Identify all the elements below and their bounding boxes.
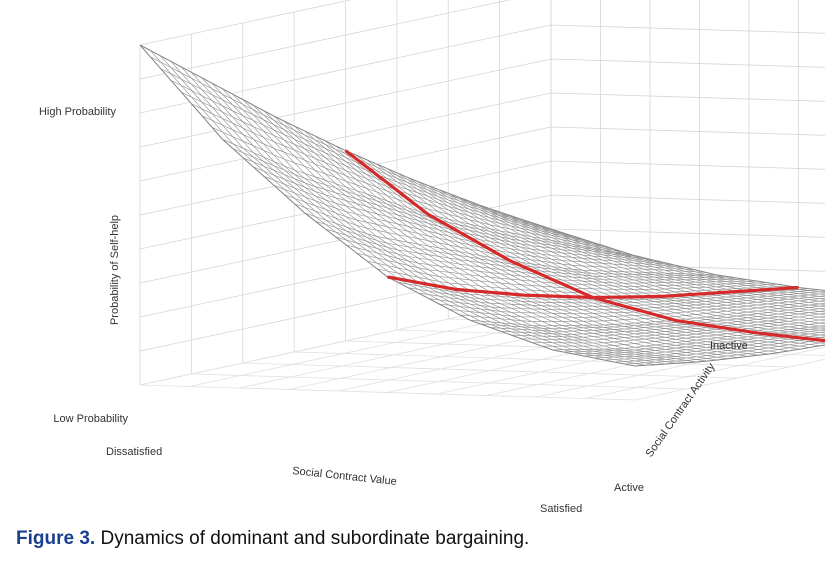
x-tick-dissatisfied: Dissatisfied <box>106 446 162 458</box>
z-tick-low: Low Probability <box>53 413 128 425</box>
z-tick-high: High Probability <box>39 106 117 118</box>
surface-gridline <box>634 344 825 367</box>
y-tick-inactive: Inactive <box>710 340 748 352</box>
wall-gridline <box>550 58 825 68</box>
highlight-line-activity <box>387 275 799 300</box>
wall-gridline <box>550 126 825 136</box>
floor-gridline <box>294 351 790 368</box>
highlight-lines <box>344 149 825 343</box>
caption-text: Dynamics of dominant and subordinate bar… <box>100 528 530 549</box>
wall-gridline <box>550 24 825 34</box>
wall-gridline <box>550 160 825 170</box>
figure-caption: Figure 3. Dynamics of dominant and subor… <box>16 528 529 550</box>
x-tick-satisfied: Satisfied <box>540 503 582 515</box>
floor-gridline <box>191 373 687 390</box>
y-tick-active: Active <box>614 482 644 494</box>
floor-gridline <box>634 358 825 401</box>
wall-gridline <box>550 194 825 204</box>
wall-gridline <box>550 92 825 102</box>
floor-gridline <box>242 362 738 379</box>
z-axis-label: Probability of Self-help <box>109 215 121 325</box>
wall-gridline <box>551 0 825 6</box>
caption-label: Figure 3. <box>16 528 96 549</box>
surface-gridline <box>624 341 825 365</box>
floor-gridline <box>139 384 636 401</box>
x-axis-label: Social Contract Value <box>292 465 398 488</box>
